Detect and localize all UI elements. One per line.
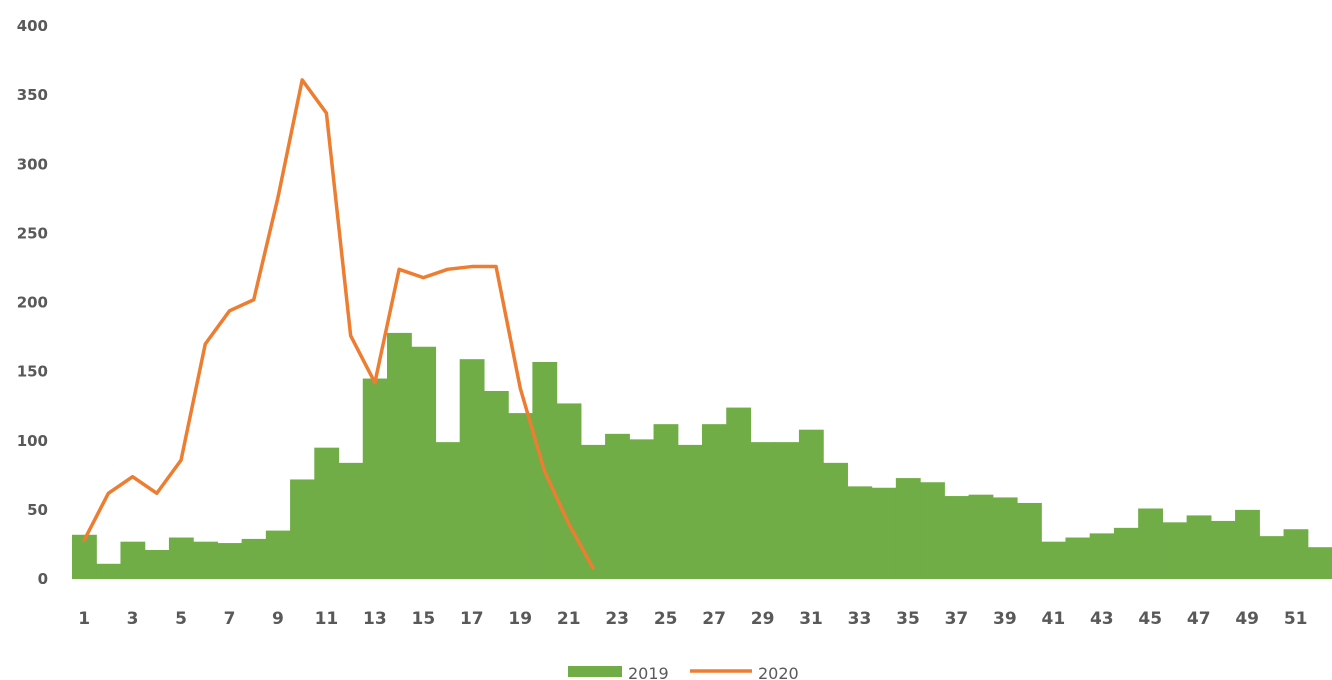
bar-2019-week-17 xyxy=(459,359,485,579)
bar-2019-week-14 xyxy=(387,332,412,579)
bar-2019-week-3 xyxy=(120,541,146,579)
x-tick-label: 9 xyxy=(272,609,284,629)
y-tick-label: 0 xyxy=(38,570,48,588)
x-tick-label: 31 xyxy=(799,609,823,629)
y-tick-label: 200 xyxy=(17,294,48,312)
bar-2019-week-51 xyxy=(1283,529,1309,579)
x-tick-label: 13 xyxy=(363,609,387,629)
x-tick-label: 47 xyxy=(1187,609,1211,629)
bar-2019-week-4 xyxy=(144,549,170,579)
x-tick-label: 19 xyxy=(508,609,532,629)
bar-2019-week-7 xyxy=(217,543,243,579)
bar-2019-week-47 xyxy=(1186,515,1212,579)
bar-2019-week-49 xyxy=(1235,509,1260,580)
bar-2019-week-50 xyxy=(1259,536,1285,579)
bar-2019-week-39 xyxy=(992,497,1018,579)
x-tick-label: 5 xyxy=(175,609,187,629)
x-tick-label: 45 xyxy=(1138,609,1162,629)
bar-2019-week-36 xyxy=(920,482,945,579)
bar-2019-week-12 xyxy=(338,462,364,579)
bar-2019-week-10 xyxy=(290,479,315,579)
x-tick-label: 37 xyxy=(945,609,969,629)
y-tick-label: 100 xyxy=(17,432,48,450)
x-tick-label: 3 xyxy=(127,609,139,629)
y-axis-ticks: 0 50 100 150 200 250 300 350 400 xyxy=(17,17,48,588)
x-tick-label: 7 xyxy=(224,609,236,629)
bar-2019-week-8 xyxy=(241,538,267,579)
legend-label-2020: 2020 xyxy=(758,664,799,680)
x-axis-ticks: 1 3 5 7 9 11 13 15 17 19 21 23 25 27 29 31 33 35 37 39 41 43 4… xyxy=(78,609,1307,629)
line-2020 xyxy=(82,78,595,570)
bar-2019-week-24 xyxy=(629,439,655,579)
y-tick-label: 350 xyxy=(17,86,48,104)
bar-2019-week-16 xyxy=(435,442,461,579)
y-tick-label: 50 xyxy=(27,501,48,519)
bar-2019-week-32 xyxy=(823,462,848,579)
x-tick-label: 17 xyxy=(460,609,484,629)
bar-2019-week-52 xyxy=(1307,547,1332,579)
bar-2019-week-40 xyxy=(1017,502,1042,579)
bar-2019-week-23 xyxy=(605,433,630,579)
bar-2019-week-30 xyxy=(774,442,800,579)
bar-2019-week-48 xyxy=(1210,520,1236,579)
bar-2019-week-21 xyxy=(556,403,582,579)
x-tick-label: 29 xyxy=(751,609,775,629)
x-tick-label: 27 xyxy=(702,609,726,629)
bar-2019-week-44 xyxy=(1113,527,1139,579)
line-2020-group xyxy=(82,78,595,570)
bar-2019-week-37 xyxy=(944,496,970,579)
x-tick-label: 25 xyxy=(654,609,678,629)
bar-2019-week-5 xyxy=(168,537,194,579)
y-tick-label: 400 xyxy=(17,17,48,35)
bar-2019-week-41 xyxy=(1041,541,1067,579)
y-tick-label: 150 xyxy=(17,363,48,381)
bar-2019-week-9 xyxy=(265,530,291,579)
bar-2019-week-35 xyxy=(895,478,921,579)
bar-2019-week-11 xyxy=(314,447,340,579)
x-tick-label: 49 xyxy=(1235,609,1259,629)
bar-2019-week-43 xyxy=(1089,533,1115,579)
x-tick-label: 51 xyxy=(1284,609,1308,629)
x-tick-label: 15 xyxy=(412,609,436,629)
bar-2019-week-45 xyxy=(1138,508,1163,579)
x-tick-label: 35 xyxy=(896,609,920,629)
x-tick-label: 43 xyxy=(1090,609,1114,629)
bar-2019-week-1 xyxy=(72,534,97,579)
y-tick-label: 300 xyxy=(17,155,48,173)
bar-2019-week-15 xyxy=(411,346,437,579)
bar-2019-week-31 xyxy=(798,429,824,579)
legend-swatch-2019 xyxy=(568,666,622,677)
bar-2019-week-46 xyxy=(1162,522,1188,579)
x-tick-label: 21 xyxy=(557,609,581,629)
bar-2019-week-27 xyxy=(702,424,727,579)
bars-2019 xyxy=(72,332,1332,580)
x-tick-label: 39 xyxy=(993,609,1017,629)
bar-2019-week-2 xyxy=(96,563,122,579)
x-tick-label: 33 xyxy=(848,609,872,629)
bar-2019-week-13 xyxy=(362,378,388,579)
bar-2019-week-38 xyxy=(968,494,994,579)
bar-2019-week-25 xyxy=(653,424,679,579)
bar-2019-week-6 xyxy=(193,541,218,579)
bar-2019-week-29 xyxy=(750,442,776,579)
x-tick-label: 11 xyxy=(315,609,339,629)
bar-2019-week-28 xyxy=(726,407,752,579)
bar-2019-week-33 xyxy=(847,486,873,579)
y-tick-label: 250 xyxy=(17,224,48,242)
bar-2019-week-22 xyxy=(580,444,606,579)
bar-2019-week-26 xyxy=(677,444,703,579)
bar-2019-week-18 xyxy=(483,390,509,579)
bar-2019-week-34 xyxy=(871,487,897,579)
x-tick-label: 41 xyxy=(1042,609,1066,629)
bar-2019-week-42 xyxy=(1065,537,1091,579)
bar-2019-week-19 xyxy=(508,413,533,579)
x-tick-label: 23 xyxy=(605,609,629,629)
legend-label-2019: 2019 xyxy=(628,664,669,680)
legend: 2019 2020 xyxy=(568,664,799,680)
x-tick-label: 1 xyxy=(78,609,90,629)
